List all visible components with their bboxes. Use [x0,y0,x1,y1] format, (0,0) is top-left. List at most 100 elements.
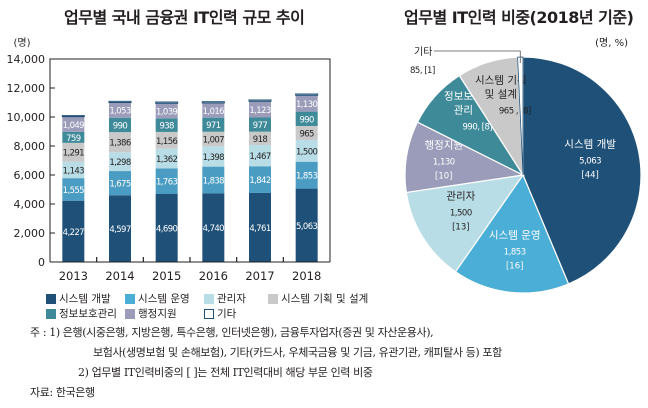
pie-slice-value: 1,853 [504,247,526,257]
bar-segment [249,131,271,145]
data-label: 1,143 [63,166,85,176]
bar-segment [61,115,85,118]
bar-segment [62,116,85,132]
legend-row: 시스템 개발 시스템 운영 관리자 시스템 기획 및 설계 [46,291,378,306]
data-label: 1,291 [63,149,85,159]
data-label: 918 [253,135,268,145]
pie-slice-name: 행정지원 [424,139,463,151]
data-label: 1,842 [249,176,271,186]
bar-segment [62,200,85,262]
legend-item: 관리자 [204,291,268,306]
legend-swatch [46,293,56,304]
data-label: 1,049 [63,121,85,131]
pie-slice-name: 기타 [414,46,432,58]
bar-segment [109,102,131,118]
bar-chart-legend: 시스템 개발 시스템 운영 관리자 시스템 기획 및 설계 정보보호관리 행정지원 기타 [46,291,378,321]
bar-segment [295,111,318,126]
legend-swatch [125,308,135,319]
pie-chart-title: 업무별 IT인력 비중(2018년 기준) [404,8,634,27]
data-label: 1,555 [63,186,85,196]
y-tick-label: 2,000 [14,227,46,240]
pie-slice-percent: [13] [452,223,469,233]
pie-slice-name: 시스템 운영 [489,229,541,241]
bar-segment [202,146,225,167]
pie-slice-name: 시스템 개발 [564,139,616,151]
note-1: 주 : 1) 은행(시중은행, 지방은행, 특수은행, 인터넷은행), 금융투자… [30,326,434,339]
pie-slice-percent: [10] [435,171,452,181]
bar-segment [202,193,225,262]
pie-slice-name: 시스템 기획 [475,74,527,86]
legend-item: 기타 [204,306,264,321]
data-label: 1,007 [203,136,225,146]
legend-item: 시스템 개발 [46,291,125,306]
bar-segment [295,95,318,112]
pie-slice-value: 965 , [8] [499,106,531,116]
data-label: 965 [299,129,314,139]
data-label: 1,853 [296,172,318,182]
x-tick-label: 2018 [292,269,321,283]
bar-segment [202,102,225,118]
y-tick-label: 0 [38,256,45,269]
bar-segment [248,99,272,102]
legend-swatch [125,293,135,304]
bar-segment [109,132,131,153]
data-label: 1,398 [203,153,225,163]
bar-segment [109,171,131,196]
bar-segment [62,161,85,179]
data-label: 1,130 [296,100,318,110]
data-label: 1,016 [203,107,225,117]
x-tick-label: 2013 [59,269,88,283]
bar-segment [62,142,85,162]
bar-segment [62,178,85,201]
bar-segment [295,139,318,162]
data-label: 1,763 [156,178,178,188]
bar-segment [249,117,271,132]
pie-slice-value: 5,063 [579,157,601,167]
pie-slice-value: 85, [1] [410,66,435,76]
data-label: 1,362 [156,155,178,165]
plot-frame [49,58,331,262]
legend-item: 시스템 운영 [125,291,204,306]
bar-segment [201,101,225,104]
data-label: 1,467 [249,152,271,162]
y-tick-label: 12,000 [7,82,46,95]
bar-segment [202,117,225,132]
data-label: 1,838 [203,176,225,186]
bar-segment [295,161,318,189]
pie-slice-value: 990, [8] [463,122,493,132]
data-label: 1,500 [296,147,318,157]
y-tick-label: 14,000 [7,53,46,66]
pie-slice [405,174,525,273]
data-label: 1,053 [109,107,131,117]
bar-segment [295,188,318,262]
bar-segment [109,117,131,133]
legend-swatch [204,293,214,304]
data-label: 1,675 [109,180,131,190]
legend-label: 시스템 기획 및 설계 [281,293,369,305]
stacked-bar-chart: (명) 0 2,000 4,000 6,000 8,000 10,000 12,000 14,… [7,37,331,283]
bar-segment [155,103,178,119]
bar-segment [249,101,271,118]
y-tick-label: 6,000 [14,169,46,182]
bar-segment [155,148,178,169]
x-tick-label: 2016 [199,269,228,283]
pie-slice [522,56,642,285]
bar-segment [108,100,132,104]
bar-segment [295,93,319,96]
bar-segment [202,166,225,194]
data-label: 1,123 [249,106,271,116]
x-tick-label: 2017 [245,269,274,283]
legend-label: 시스템 개발 [59,293,111,305]
data-label: 759 [66,134,81,144]
data-label: 4,597 [109,225,131,235]
pie-chart: (명, %) 시스템 개발 5,063 [44] 시스템 운영 1,853 [16] 관리자… [404,37,642,294]
legend-label: 행정지원 [138,308,177,320]
data-label: 1,298 [109,158,131,168]
footnotes: 주 : 1) 은행(시중은행, 지방은행, 특수은행, 인터넷은행), 금융투자… [30,323,502,403]
pie-slice [454,173,570,294]
y-tick-label: 4,000 [14,198,46,211]
bar-segment [249,192,271,262]
pie-slice-value: 1,500 [450,209,472,219]
data-label: 1,156 [156,137,178,147]
legend-label: 기타 [217,308,237,320]
